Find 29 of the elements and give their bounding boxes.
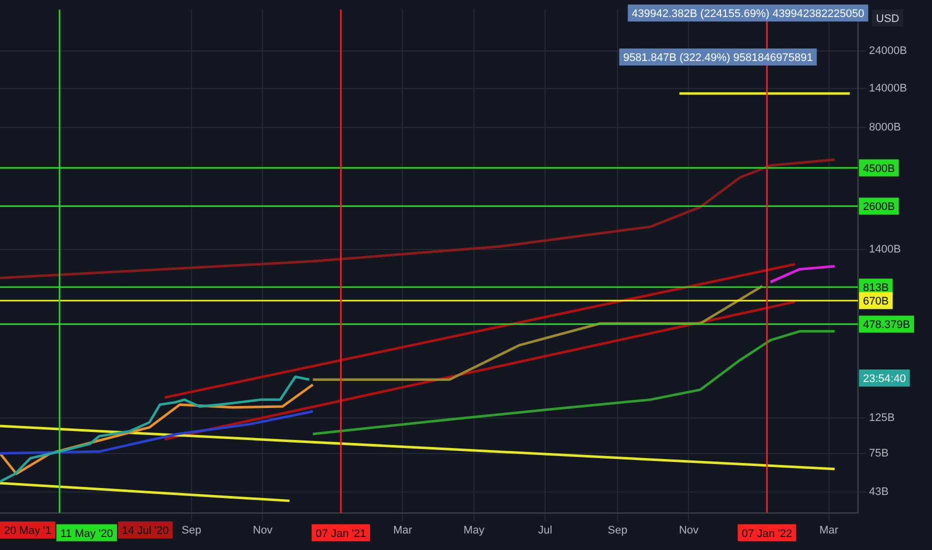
ref-line-label: 2600B <box>863 201 895 214</box>
ref-line-label: 478.379B <box>863 319 910 332</box>
text: 20 May '1 <box>4 525 52 538</box>
x-tick-label: Nov <box>252 524 273 536</box>
x-tick-label: Nov <box>678 524 700 536</box>
y-tick-label: 43B <box>869 486 889 498</box>
ref-line-label: 07 Jan '21 <box>316 528 366 540</box>
ref-line-label: 11 May '20 <box>60 528 113 540</box>
y-tick-label: 1400B <box>869 243 901 256</box>
ref-line-label: 4500B <box>863 162 895 175</box>
y-tick-label: 125B <box>869 412 895 424</box>
x-tick-label: Sep <box>182 524 202 536</box>
x-tick-label: Jul <box>538 524 552 536</box>
x-tick-label: Mar <box>393 524 413 536</box>
y-tick-label: 14000B <box>869 82 907 95</box>
x-tick-label: Mar <box>819 524 839 536</box>
ref-line-label: 07 Jan '22 <box>742 528 792 540</box>
annotation: 439942.382B (224155.69%) 439942382225050 <box>632 8 864 20</box>
text: 23:54:40 <box>863 373 906 386</box>
ref-line-label: 670B <box>863 296 889 308</box>
text: 14 Jul '20 <box>122 525 169 538</box>
y-tick-label: 8000B <box>869 122 901 134</box>
x-tick-label: Sep <box>608 524 628 536</box>
y-tick-label: 75B <box>869 447 889 460</box>
annotation: 9581.847B (322.49%) 9581846975891 <box>623 52 813 64</box>
y-tick-label: 24000B <box>869 45 907 58</box>
text: USD <box>876 13 900 26</box>
x-tick-label: May <box>464 524 485 536</box>
ref-line-label: 813B <box>863 282 889 294</box>
